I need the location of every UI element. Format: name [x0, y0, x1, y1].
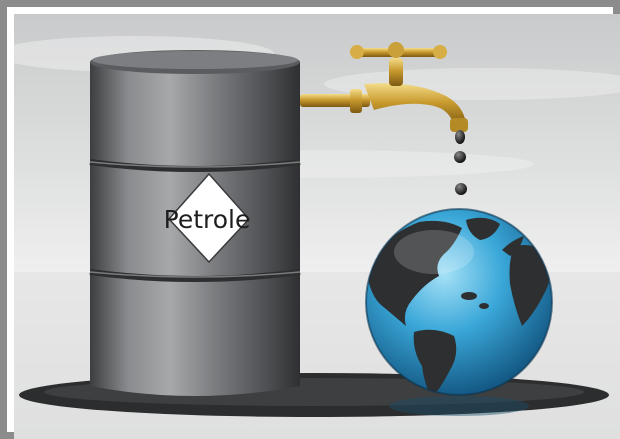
oil-drop	[454, 151, 466, 163]
scene-svg: Petrole	[14, 14, 620, 439]
oil-barrel: Petrole	[89, 50, 301, 396]
petrole-label: Petrole	[164, 172, 251, 264]
oil-barrel-earth-illustration: Petrole	[14, 14, 620, 439]
oil-drop	[455, 183, 467, 195]
brass-faucet	[300, 42, 468, 132]
earth-globe	[365, 208, 553, 396]
barrel-label-text: Petrole	[164, 205, 251, 234]
globe-reflection	[389, 396, 529, 416]
oil-drop	[455, 130, 465, 144]
